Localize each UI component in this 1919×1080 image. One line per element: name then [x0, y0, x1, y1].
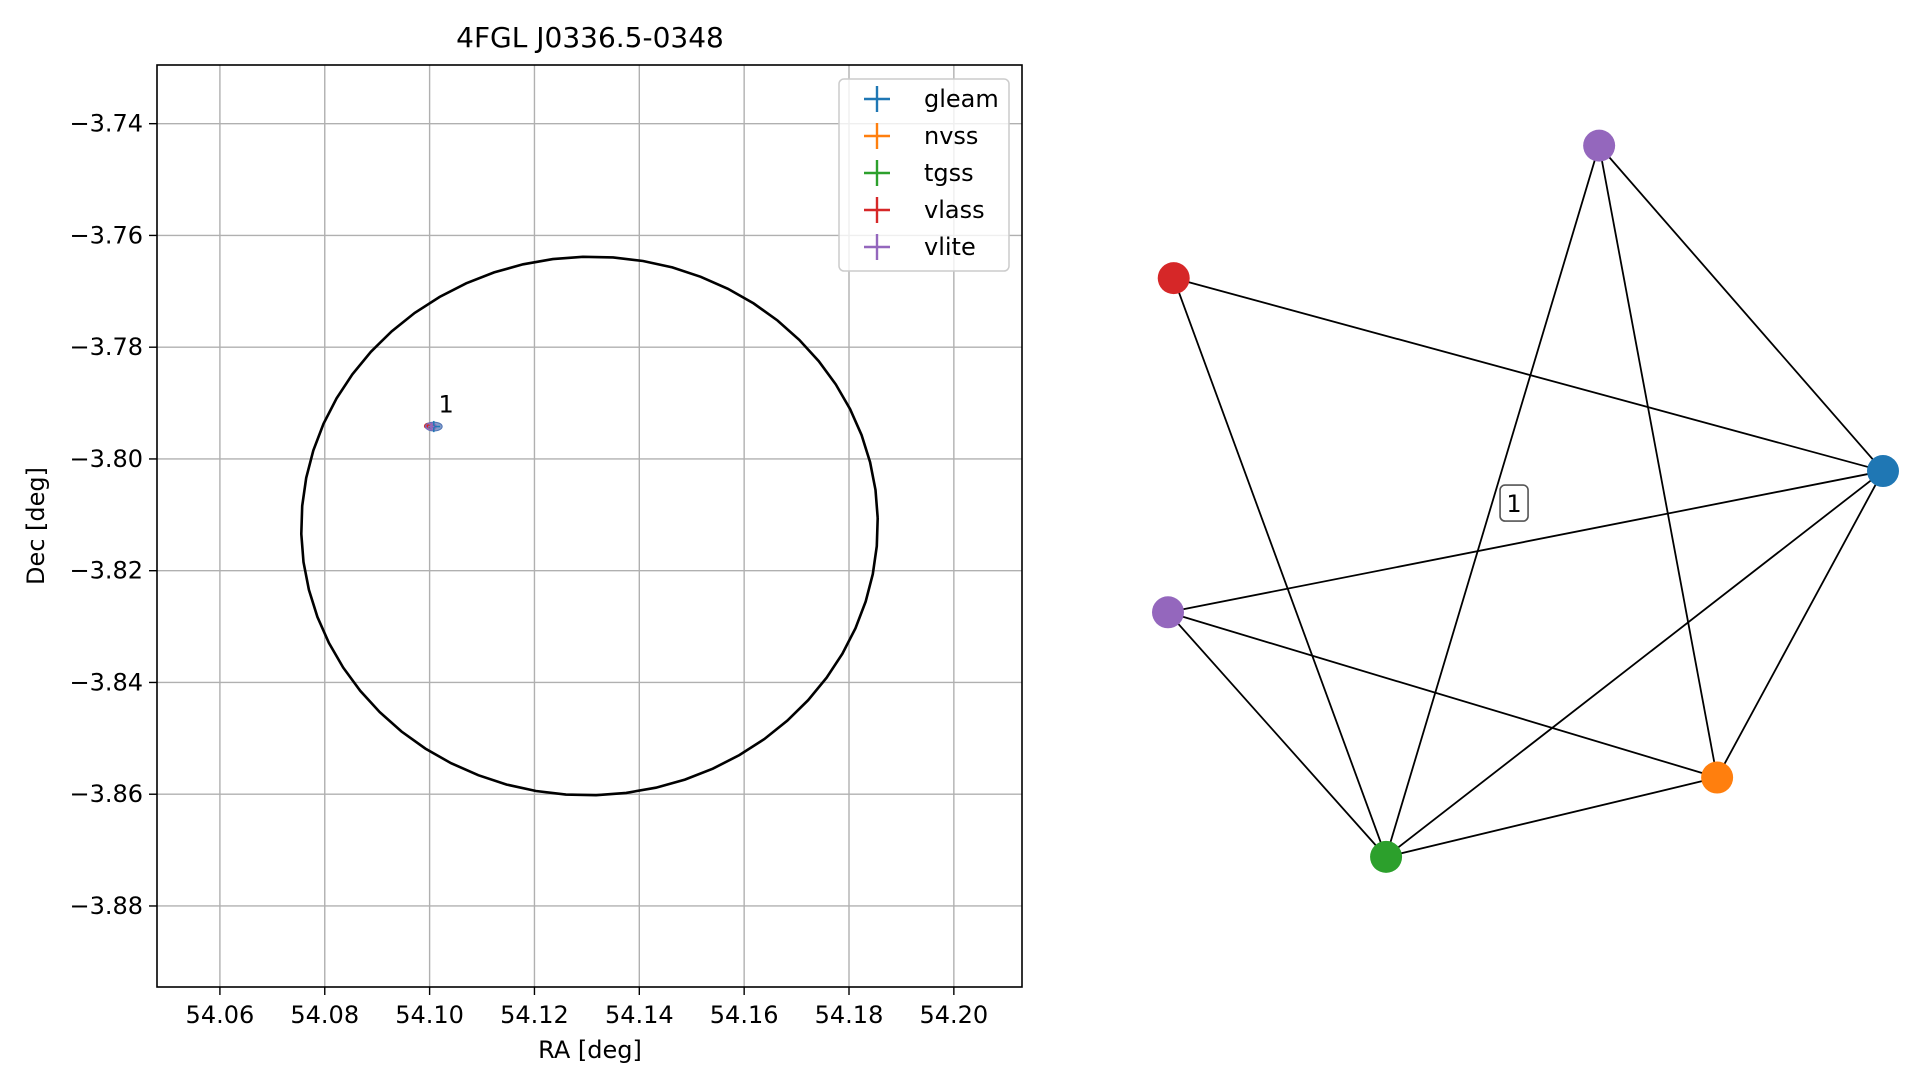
- x-axis-label: RA [deg]: [538, 1036, 642, 1064]
- y-axis-label: Dec [deg]: [22, 467, 50, 585]
- legend-label: vlite: [924, 233, 976, 261]
- edge-label: 1: [1499, 484, 1529, 522]
- x-tick-label: 54.10: [395, 1001, 464, 1029]
- y-tick-label: −3.82: [69, 557, 143, 585]
- network-edge: [1167, 611, 1387, 858]
- legend: gleam nvss tgss vlass vlite: [838, 78, 1010, 272]
- legend-label: vlass: [924, 196, 985, 224]
- point-vlite: [428, 423, 435, 430]
- radio-source-plot: 4FGL J0336.5-0348 54.06 54.08 54.10 54.12 54…: [22, 21, 1023, 1064]
- grid: [157, 65, 1022, 987]
- node-vlite_top: [1583, 129, 1616, 162]
- network-edge: [1172, 277, 1387, 858]
- legend-item-gleam: gleam: [864, 85, 999, 113]
- legend-label: tgss: [924, 159, 974, 187]
- edge-label-box: [1499, 484, 1529, 522]
- network-edge: [1385, 776, 1718, 858]
- edge-label-text: 1: [1506, 490, 1521, 518]
- network-edge: [1598, 145, 1884, 472]
- network-edge: [1385, 145, 1601, 858]
- legend-label: nvss: [924, 122, 978, 150]
- x-tick-label: 54.20: [919, 1001, 988, 1029]
- x-tick-label: 54.14: [605, 1001, 674, 1029]
- x-tick-label: 54.06: [186, 1001, 255, 1029]
- uncertainty-ellipse: [299, 255, 879, 797]
- network-nodes: [1152, 129, 1899, 873]
- chart-title: 4FGL J0336.5-0348: [456, 21, 724, 54]
- legend-item-vlass: vlass: [864, 196, 985, 224]
- legend-item-nvss: nvss: [864, 122, 978, 150]
- x-tick-label: 54.16: [710, 1001, 779, 1029]
- network-edge: [1167, 611, 1718, 779]
- node-vlite: [1152, 596, 1184, 629]
- crossmatch-network: 1: [1152, 129, 1899, 873]
- y-axis-ticks: −3.74 −3.76 −3.78 −3.80 −3.82 −3.84 −3.86 −3.88: [69, 110, 157, 920]
- x-tick-label: 54.12: [500, 1001, 569, 1029]
- y-tick-label: −3.76: [69, 221, 143, 249]
- network-edge: [1598, 145, 1719, 778]
- y-tick-label: −3.78: [69, 333, 143, 361]
- data-layer: 1: [299, 255, 879, 797]
- legend-item-vlite: vlite: [864, 233, 976, 261]
- y-tick-label: −3.74: [69, 110, 143, 138]
- y-tick-label: −3.80: [69, 445, 143, 473]
- y-tick-label: −3.84: [69, 668, 143, 696]
- network-edge: [1385, 470, 1884, 858]
- network-edge: [1173, 277, 1884, 472]
- legend-label: gleam: [924, 85, 999, 113]
- node-gleam: [1867, 455, 1899, 488]
- node-nvss: [1701, 761, 1734, 794]
- y-tick-label: −3.88: [69, 892, 143, 920]
- x-tick-label: 54.18: [815, 1001, 884, 1029]
- source-annotation: 1: [439, 391, 454, 419]
- node-tgss: [1370, 840, 1403, 873]
- x-tick-label: 54.08: [290, 1001, 359, 1029]
- legend-item-tgss: tgss: [864, 159, 974, 187]
- node-vlass: [1157, 262, 1190, 295]
- legend-frame: [838, 78, 1010, 272]
- data-point: [429, 424, 433, 429]
- y-tick-label: −3.86: [69, 780, 143, 808]
- network-edge: [1716, 470, 1884, 778]
- network-edge: [1167, 470, 1884, 614]
- network-edges: [1167, 145, 1884, 858]
- x-axis-ticks: 54.06 54.08 54.10 54.12 54.14 54.16 54.18 54.20: [186, 987, 988, 1029]
- axes-frame: [156, 64, 1023, 988]
